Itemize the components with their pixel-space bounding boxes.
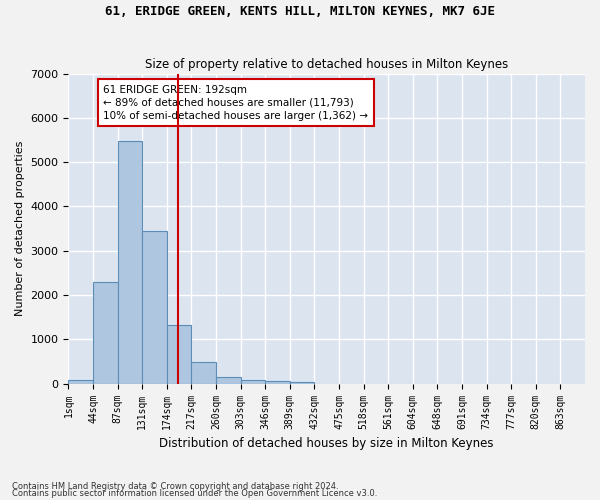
Bar [142,231,167,384]
Bar [216,376,241,384]
Title: Size of property relative to detached houses in Milton Keynes: Size of property relative to detached ho… [145,58,508,71]
Bar [68,380,93,384]
X-axis label: Distribution of detached houses by size in Milton Keynes: Distribution of detached houses by size … [160,437,494,450]
Text: 61 ERIDGE GREEN: 192sqm
← 89% of detached houses are smaller (11,793)
10% of sem: 61 ERIDGE GREEN: 192sqm ← 89% of detache… [103,84,368,121]
Text: Contains public sector information licensed under the Open Government Licence v3: Contains public sector information licen… [12,490,377,498]
Bar [265,382,290,384]
Bar [167,325,191,384]
Y-axis label: Number of detached properties: Number of detached properties [15,141,25,316]
Bar [191,362,216,384]
Bar [241,380,265,384]
Bar [93,282,118,384]
Text: Contains HM Land Registry data © Crown copyright and database right 2024.: Contains HM Land Registry data © Crown c… [12,482,338,491]
Text: 61, ERIDGE GREEN, KENTS HILL, MILTON KEYNES, MK7 6JE: 61, ERIDGE GREEN, KENTS HILL, MILTON KEY… [105,5,495,18]
Bar [290,382,314,384]
Bar [118,141,142,384]
